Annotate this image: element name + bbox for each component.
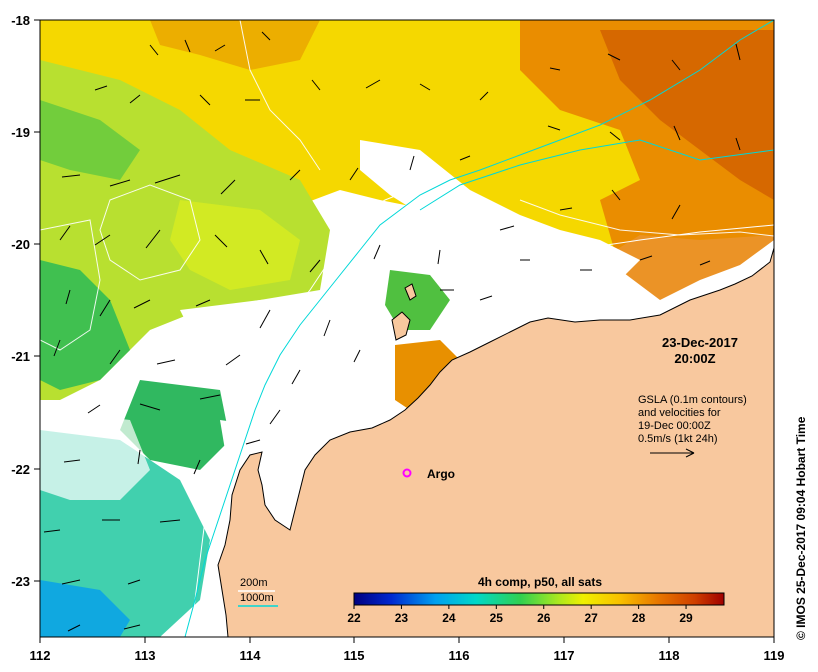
lon-tick-115: 115 [344, 648, 365, 663]
sst-field [40, 20, 774, 637]
gsla-contour-4 [519, 199, 774, 237]
lon-tick-116: 116 [449, 648, 470, 663]
imos-credit: © IMOS 25-Dec-2017 09:04 Hobart Time [794, 416, 808, 640]
gsla-note-line4: 0.5m/s (1kt 24h) [638, 433, 717, 445]
lat-tick-20: -20 [11, 237, 30, 252]
lon-tick-119: 119 [764, 648, 785, 663]
colorbar-ramp [353, 592, 725, 606]
lat-tick-22: -22 [11, 462, 30, 477]
colorbar-tick-27: 27 [584, 611, 598, 625]
sst-green-patch-3 [120, 380, 230, 470]
argo-label: Argo [427, 467, 455, 481]
isobath-1000m [184, 20, 774, 637]
gsla-note-line2: and velocities for [638, 407, 721, 419]
isobath-1000m-offshore [419, 139, 774, 211]
colorbar-title: 4h comp, p50, all sats [478, 575, 602, 589]
sst-green-patch [40, 100, 140, 180]
barrow-island [391, 311, 411, 341]
lon-tick-114: 114 [240, 648, 262, 663]
colorbar: 4h comp, p50, all sats 22 23 24 25 26 27 28 29 [347, 575, 725, 625]
axis-ticks [34, 19, 775, 643]
isobath-200m [189, 189, 774, 637]
colorbar-ticks: 22 23 24 25 26 27 28 29 [347, 605, 693, 625]
sst-hot-core [600, 30, 774, 200]
lon-tick-112: 112 [30, 648, 51, 663]
legend-1000m-label: 1000m [240, 592, 274, 604]
colorbar-tick-26: 26 [537, 611, 551, 625]
colorbar-tick-28: 28 [632, 611, 646, 625]
colorbar-tick-29: 29 [679, 611, 693, 625]
gsla-contour-3 [239, 20, 321, 171]
colorbar-tick-22: 22 [347, 611, 361, 625]
date-label: 23-Dec-2017 [662, 335, 738, 350]
cloud-gap-1 [180, 280, 400, 410]
velocity-scale-arrow [650, 448, 695, 458]
land-mass [217, 247, 774, 637]
lat-tick-21: -21 [11, 349, 30, 364]
lat-tick-23: -23 [11, 574, 30, 589]
island-small [404, 283, 417, 301]
colorbar-tick-24: 24 [442, 611, 456, 625]
sst-green-patch-2 [40, 260, 130, 390]
sst-cooler-southwest [40, 580, 130, 637]
lon-tick-117: 117 [554, 648, 575, 663]
lon-tick-113: 113 [135, 648, 156, 663]
colorbar-tick-23: 23 [395, 611, 409, 625]
lat-tick-labels: -18 -19 -20 -21 -22 -23 [11, 13, 30, 589]
sst-orange-north [150, 20, 320, 70]
bathy-legend: 200m 1000m [238, 577, 278, 607]
gsla-note-line1: GSLA (0.1m contours) [638, 394, 747, 406]
plot-frame [39, 19, 775, 638]
cloud-gap-3 [40, 410, 150, 500]
argo-float-icon [402, 468, 412, 478]
lat-tick-18: -18 [11, 13, 30, 28]
legend-200m-label: 200m [240, 577, 268, 589]
sst-coastal-warm [395, 340, 460, 410]
lat-tick-19: -19 [11, 125, 30, 140]
lon-tick-118: 118 [659, 648, 680, 663]
sst-yellowgreen-mid [170, 200, 300, 290]
colorbar-tick-25: 25 [490, 611, 504, 625]
cloud-gap-2 [360, 140, 640, 290]
time-label: 20:00Z [674, 351, 715, 366]
lon-tick-labels: 112 113 114 115 116 117 118 119 [30, 648, 785, 663]
velocity-arrows [43, 31, 741, 632]
gsla-note-line3: 19-Dec 00:00Z [638, 420, 711, 432]
argo-marker: Argo [402, 467, 455, 481]
